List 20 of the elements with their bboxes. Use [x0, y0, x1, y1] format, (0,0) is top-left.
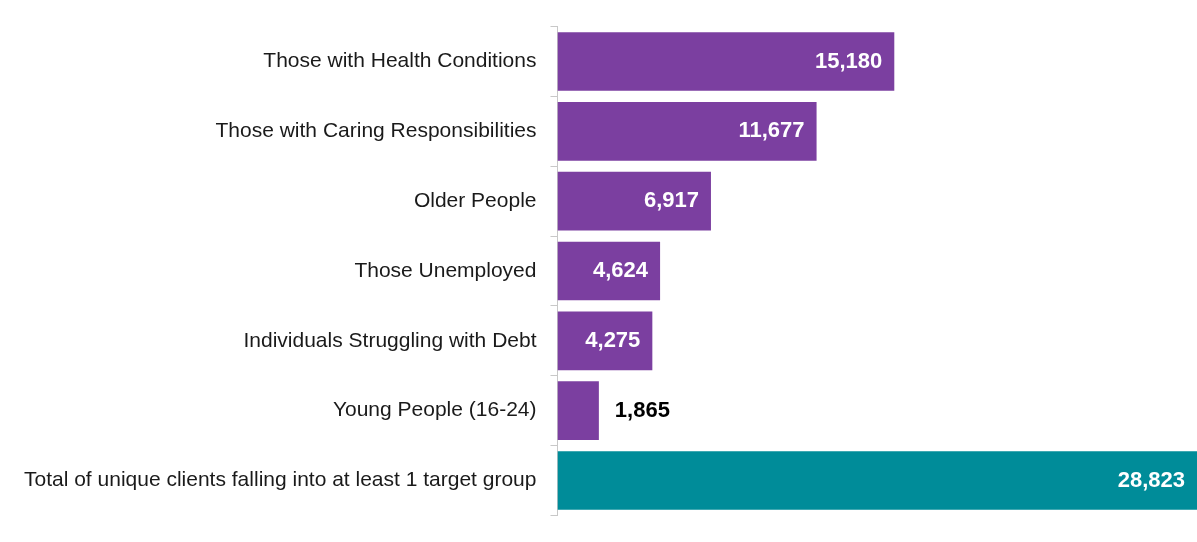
data-label: 28,823: [1117, 466, 1185, 492]
data-label: 1,865: [614, 396, 670, 422]
bar: [557, 241, 661, 301]
bar: [557, 32, 895, 91]
bar: [557, 451, 1197, 510]
data-label: 15,180: [815, 47, 883, 73]
y-tick-label: Young People (16-24): [332, 397, 537, 421]
data-label: 4,624: [593, 257, 649, 283]
y-tick-label: Older People: [413, 187, 537, 211]
y-tick-label: Total of unique clients falling into at least 1 target group: [23, 467, 537, 491]
bar: [557, 171, 711, 231]
bar: [557, 381, 599, 440]
data-label: 6,917: [643, 187, 699, 213]
data-label: 4,275: [585, 326, 641, 352]
data-label: 11,677: [738, 117, 805, 143]
bar: [557, 102, 817, 161]
y-tick-label: Those with Health Conditions: [263, 48, 537, 72]
y-tick-label: Individuals Struggling with Debt: [243, 327, 537, 351]
y-tick-label: Those with Caring Responsibilities: [215, 118, 537, 142]
y-tick-label: Those Unemployed: [354, 257, 537, 281]
